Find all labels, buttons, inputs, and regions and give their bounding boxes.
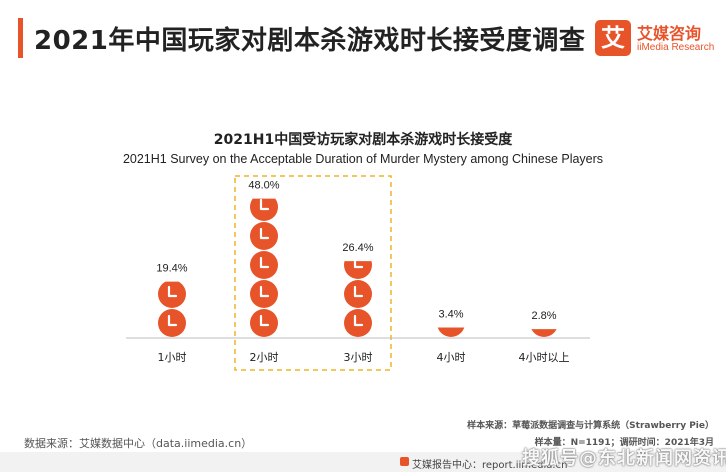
chart-title: 2021H1中国受访玩家对剧本杀游戏时长接受度 [213,132,513,148]
clock-icon [250,251,278,279]
value-label: 48.0% [248,180,279,192]
value-label: 26.4% [342,242,373,254]
clock-icon [250,280,278,308]
clock-icon [158,309,186,337]
logo-name-en: iiMedia Research [637,42,715,53]
sample-size-note: 样本量：N=1191；调研时间：2021年3月 [534,438,714,448]
value-label: 19.4% [156,263,187,275]
category-label: 1小时 [158,351,187,364]
clock-icon [250,222,278,250]
footer-logo-icon [400,457,409,466]
logo-mark: 艾 [595,20,631,56]
clock-icon [344,280,372,308]
value-label: 2.8% [531,310,556,322]
clock-icon [344,261,372,279]
logo-name-cn: 艾媒咨询 [637,24,702,43]
report-center-link[interactable]: 艾媒报告中心：report.iimedia.cn [412,460,568,471]
clock-icon [531,329,557,337]
footer-band [0,452,726,472]
value-label: 3.4% [438,308,463,320]
sample-source-note: 样本来源：草莓派数据调查与计算系统（Strawberry Pie） [467,421,714,431]
page-title: 2021年中国玩家对剧本杀游戏时长接受度调查 [34,26,586,56]
title-accent-bar [18,18,23,58]
category-label: 4小时 [437,351,466,364]
chart-subtitle: 2021H1 Survey on the Acceptable Duration… [122,152,604,166]
data-source: 数据来源：艾媒数据中心（data.iimedia.cn） [24,437,253,450]
clock-icon [344,309,372,337]
category-label: 2小时 [250,351,279,364]
category-label: 4小时以上 [519,351,570,364]
clock-icon [158,281,186,308]
highlight-box [234,175,392,371]
brand-logo: 艾 艾媒咨询 iiMedia Research [595,20,715,58]
watermark: 搜狐号@东北新闻网资讯 [522,448,726,469]
clock-icon [437,327,465,337]
category-label: 3小时 [344,351,373,364]
clock-icon [250,198,278,221]
clock-icon [250,309,278,337]
